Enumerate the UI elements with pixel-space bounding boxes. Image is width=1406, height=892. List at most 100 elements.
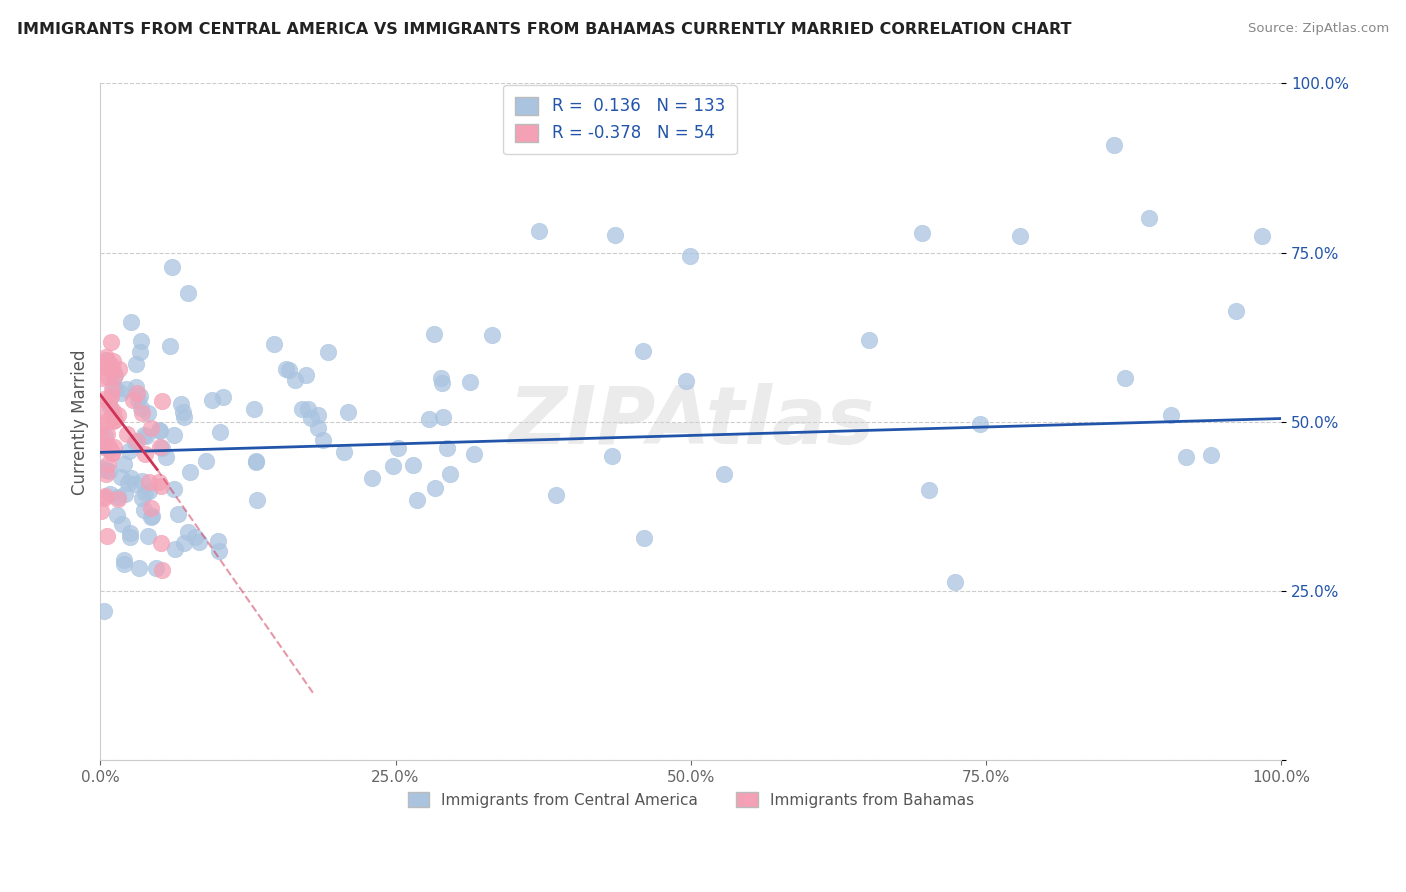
Point bbox=[546, 487, 568, 501]
Point bbox=[406, 492, 429, 507]
Point bbox=[295, 368, 318, 383]
Point bbox=[284, 373, 307, 387]
Point bbox=[115, 427, 138, 442]
Point bbox=[110, 386, 132, 401]
Point bbox=[605, 228, 627, 243]
Point bbox=[1114, 371, 1136, 385]
Point bbox=[858, 333, 880, 347]
Point bbox=[100, 382, 122, 396]
Point bbox=[125, 434, 148, 448]
Point bbox=[481, 328, 503, 343]
Point bbox=[125, 357, 148, 371]
Point bbox=[463, 447, 485, 461]
Point bbox=[141, 508, 163, 523]
Point bbox=[633, 344, 655, 359]
Point bbox=[675, 374, 697, 388]
Point bbox=[1008, 229, 1031, 244]
Point bbox=[117, 444, 139, 458]
Point bbox=[245, 455, 267, 469]
Point bbox=[311, 433, 333, 447]
Point bbox=[679, 249, 702, 263]
Legend: Immigrants from Central America, Immigrants from Bahamas: Immigrants from Central America, Immigra… bbox=[401, 786, 980, 814]
Point bbox=[387, 442, 409, 456]
Text: IMMIGRANTS FROM CENTRAL AMERICA VS IMMIGRANTS FROM BAHAMAS CURRENTLY MARRIED COR: IMMIGRANTS FROM CENTRAL AMERICA VS IMMIG… bbox=[17, 22, 1071, 37]
Point bbox=[104, 382, 127, 396]
Point bbox=[114, 487, 136, 501]
Point bbox=[299, 411, 322, 425]
Point bbox=[96, 350, 118, 364]
Point bbox=[1175, 450, 1198, 464]
Point bbox=[200, 392, 222, 407]
Point bbox=[134, 429, 156, 443]
Point bbox=[112, 457, 135, 471]
Text: ZIPAtlas: ZIPAtlas bbox=[508, 383, 875, 461]
Point bbox=[423, 481, 446, 495]
Point bbox=[134, 447, 156, 461]
Point bbox=[529, 224, 551, 238]
Y-axis label: Currently Married: Currently Married bbox=[72, 349, 89, 495]
Point bbox=[187, 535, 209, 549]
Point bbox=[333, 445, 356, 459]
Point bbox=[131, 491, 153, 505]
Point bbox=[150, 393, 173, 408]
Point bbox=[105, 508, 128, 523]
Point bbox=[124, 435, 146, 450]
Point bbox=[118, 530, 141, 544]
Point bbox=[96, 352, 118, 367]
Point bbox=[101, 363, 124, 377]
Point bbox=[94, 489, 117, 503]
Point bbox=[127, 385, 149, 400]
Point bbox=[173, 536, 195, 550]
Point bbox=[207, 533, 229, 548]
Point bbox=[163, 482, 186, 496]
Point bbox=[600, 449, 623, 463]
Point bbox=[103, 409, 125, 424]
Point bbox=[94, 467, 117, 482]
Point bbox=[969, 417, 991, 431]
Point bbox=[96, 414, 118, 428]
Point bbox=[128, 389, 150, 403]
Point bbox=[418, 412, 440, 426]
Point bbox=[150, 535, 173, 549]
Point bbox=[104, 413, 127, 427]
Point bbox=[100, 389, 122, 403]
Point bbox=[163, 542, 186, 557]
Point bbox=[163, 428, 186, 442]
Point bbox=[107, 490, 129, 504]
Point bbox=[307, 408, 329, 422]
Point bbox=[107, 408, 129, 422]
Point bbox=[263, 336, 285, 351]
Point bbox=[98, 486, 121, 500]
Point bbox=[159, 339, 181, 353]
Point bbox=[402, 458, 425, 473]
Point bbox=[96, 358, 118, 372]
Point bbox=[97, 438, 120, 452]
Point bbox=[169, 397, 191, 411]
Point bbox=[97, 370, 120, 384]
Point bbox=[149, 440, 172, 454]
Point bbox=[141, 421, 163, 435]
Point bbox=[90, 418, 112, 433]
Point bbox=[125, 380, 148, 394]
Point bbox=[93, 491, 115, 506]
Point bbox=[98, 464, 121, 478]
Point bbox=[138, 475, 160, 490]
Point bbox=[430, 376, 453, 390]
Point bbox=[918, 483, 941, 497]
Point bbox=[291, 402, 314, 417]
Point bbox=[432, 409, 454, 424]
Point bbox=[100, 335, 122, 350]
Point bbox=[246, 493, 269, 508]
Point bbox=[1201, 448, 1223, 462]
Point bbox=[1251, 228, 1274, 243]
Point bbox=[96, 529, 118, 543]
Point bbox=[150, 479, 173, 493]
Point bbox=[104, 368, 127, 383]
Point bbox=[208, 425, 231, 439]
Point bbox=[129, 401, 152, 415]
Point bbox=[114, 382, 136, 396]
Point bbox=[93, 392, 115, 407]
Point bbox=[100, 358, 122, 372]
Point bbox=[360, 471, 382, 485]
Point bbox=[381, 458, 404, 473]
